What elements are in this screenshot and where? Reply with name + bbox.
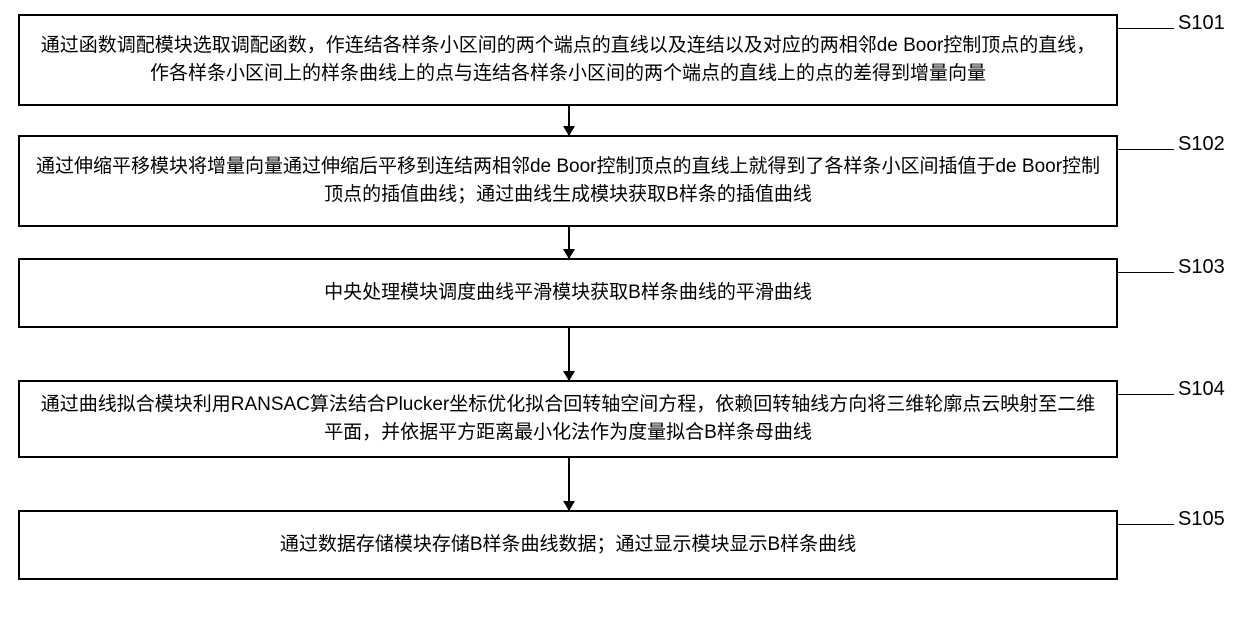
flowchart-container: 通过函数调配模块选取调配函数，作连结各样条小区间的两个端点的直线以及连结以及对应… — [0, 0, 1240, 625]
flow-arrow — [568, 458, 570, 510]
flow-step-label: S105 — [1178, 508, 1225, 531]
label-connector-line — [1118, 149, 1174, 150]
flow-arrow — [568, 227, 570, 258]
label-connector-line — [1118, 272, 1174, 273]
flow-step-label: S102 — [1178, 133, 1225, 156]
label-connector-line — [1118, 524, 1174, 525]
label-connector-line — [1118, 28, 1174, 29]
flow-step-text: 通过伸缩平移模块将增量向量通过伸缩后平移到连结两相邻de Boor控制顶点的直线… — [32, 153, 1104, 208]
flow-step-box: 中央处理模块调度曲线平滑模块获取B样条曲线的平滑曲线 — [18, 258, 1118, 328]
flow-step-text: 通过曲线拟合模块利用RANSAC算法结合Plucker坐标优化拟合回转轴空间方程… — [32, 391, 1104, 446]
flow-step-box: 通过函数调配模块选取调配函数，作连结各样条小区间的两个端点的直线以及连结以及对应… — [18, 14, 1118, 106]
flow-arrow — [568, 328, 570, 380]
flow-step-box: 通过数据存储模块存储B样条曲线数据；通过显示模块显示B样条曲线 — [18, 510, 1118, 580]
flow-step-text: 通过数据存储模块存储B样条曲线数据；通过显示模块显示B样条曲线 — [280, 531, 856, 559]
flow-arrow — [568, 106, 570, 135]
flow-step-text: 中央处理模块调度曲线平滑模块获取B样条曲线的平滑曲线 — [324, 279, 812, 307]
flow-step-label: S101 — [1178, 12, 1225, 35]
flow-step-text: 通过函数调配模块选取调配函数，作连结各样条小区间的两个端点的直线以及连结以及对应… — [32, 32, 1104, 87]
flow-step-label: S104 — [1178, 378, 1225, 401]
label-connector-line — [1118, 394, 1174, 395]
flow-step-box: 通过曲线拟合模块利用RANSAC算法结合Plucker坐标优化拟合回转轴空间方程… — [18, 380, 1118, 458]
flow-step-label: S103 — [1178, 256, 1225, 279]
flow-step-box: 通过伸缩平移模块将增量向量通过伸缩后平移到连结两相邻de Boor控制顶点的直线… — [18, 135, 1118, 227]
